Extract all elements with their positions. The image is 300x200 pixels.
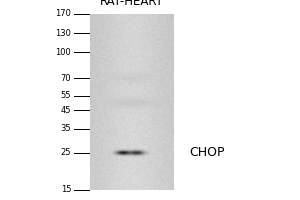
Text: 100: 100 [55, 48, 71, 57]
Text: 170: 170 [55, 9, 71, 19]
Text: 15: 15 [61, 186, 71, 194]
Text: 45: 45 [61, 106, 71, 115]
Text: CHOP: CHOP [189, 146, 224, 159]
Text: RAT-HEART: RAT-HEART [100, 0, 164, 8]
Text: 55: 55 [61, 91, 71, 100]
Text: 35: 35 [61, 124, 71, 133]
Text: 25: 25 [61, 148, 71, 157]
Text: 130: 130 [55, 29, 71, 38]
Text: 70: 70 [61, 74, 71, 83]
